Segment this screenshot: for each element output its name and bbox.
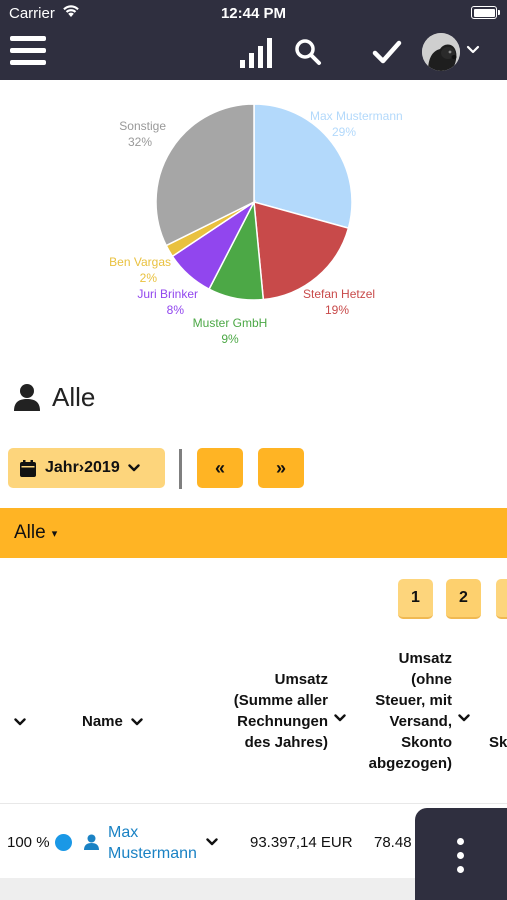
page-button-3[interactable] — [496, 579, 507, 619]
pie-chart: Max Mustermann 29% Stefan Hetzel 19% Muster … — [0, 80, 507, 360]
name-column-header[interactable]: Name — [82, 711, 143, 732]
chevron-down-icon[interactable] — [334, 713, 346, 723]
umsatz-total-column-header[interactable]: Umsatz (Summe aller Rechnungen des Jahre… — [233, 671, 328, 751]
caret-down-icon: ▾ — [51, 527, 58, 540]
wifi-icon — [63, 5, 79, 17]
chevron-down-icon — [131, 717, 143, 725]
pie-slice[interactable] — [253, 103, 353, 230]
pie-slice-label: Muster GmbH — [193, 316, 268, 330]
pie-slice-percent: 29% — [332, 125, 356, 139]
chevron-down-icon — [128, 464, 140, 472]
next-year-button[interactable]: » — [258, 448, 304, 488]
customer-name-link[interactable]: Max Mustermann — [108, 822, 197, 864]
group-filter-dropdown[interactable]: Alle ▾ — [0, 508, 507, 558]
page-number: 2 — [459, 589, 468, 606]
avatar[interactable] — [422, 33, 460, 71]
more-options-button[interactable] — [415, 808, 507, 900]
pie-slice-percent: 8% — [167, 303, 185, 317]
checkmark-icon[interactable] — [372, 38, 402, 66]
pie-slice-percent: 32% — [128, 135, 152, 149]
pie-slice-label: Sonstige — [119, 119, 166, 133]
pie-slice-label: Ben Vargas — [109, 255, 171, 269]
search-icon[interactable] — [294, 38, 322, 66]
clock: 12:44 PM — [220, 5, 287, 22]
page-button-1[interactable]: 1 — [398, 579, 433, 619]
calendar-icon — [20, 459, 36, 477]
more-vertical-icon — [457, 838, 464, 845]
share-percent: 100 % — [7, 834, 50, 851]
umsatz-total-value: 93.397,14 EUR — [250, 834, 353, 851]
umsatz-net-column-header[interactable]: Umsatz (ohne Steuer, mit Versand, Skonto… — [368, 650, 452, 772]
user-icon — [84, 834, 99, 850]
table-row[interactable]: 100 % Max Mustermann 93.397,14 EUR 78.48 — [0, 804, 507, 878]
pie-slice-label: Juri Brinker — [137, 287, 198, 301]
umsatz-net-value: 78.48 — [374, 834, 412, 851]
status-bar: Carrier 12:44 PM — [0, 0, 507, 28]
year-label: Jahr›2019 — [45, 459, 120, 476]
menu-icon[interactable] — [10, 36, 46, 68]
customer-name: Max Mustermann — [108, 824, 197, 862]
carrier-label: Carrier — [9, 5, 55, 22]
previous-year-button[interactable]: « — [197, 448, 243, 488]
battery-icon — [471, 6, 500, 19]
pie-slice-label: Stefan Hetzel — [303, 287, 375, 301]
user-icon — [14, 384, 40, 411]
page-button-2[interactable]: 2 — [446, 579, 481, 619]
chevron-down-icon[interactable] — [206, 837, 218, 847]
pie-chart-svg: Max Mustermann 29% Stefan Hetzel 19% Muster … — [109, 103, 403, 346]
top-bar: Carrier 12:44 PM — [0, 0, 507, 80]
year-select-button[interactable]: Jahr›2019 — [8, 448, 165, 488]
status-indicator — [55, 834, 72, 851]
select-column-header[interactable] — [14, 712, 26, 733]
previous-label: « — [214, 457, 225, 478]
bar-chart-icon[interactable] — [240, 38, 272, 68]
pie-slice[interactable] — [253, 200, 350, 301]
chevron-down-icon[interactable] — [458, 713, 470, 723]
group-filter-label: Alle — [14, 522, 46, 543]
skonto-column-header[interactable]: Sk — [489, 734, 507, 751]
chevron-down-icon[interactable] — [466, 44, 480, 56]
page-title: Alle — [52, 381, 96, 412]
chevron-down-icon — [14, 718, 26, 726]
pie-slice[interactable] — [155, 103, 255, 247]
next-label: » — [275, 457, 286, 478]
pie-slice-label: Max Mustermann — [310, 109, 403, 123]
scroll-area-bottom — [0, 878, 507, 900]
dog-avatar-icon — [422, 33, 460, 71]
header-divider — [0, 803, 507, 804]
pie-slice-percent: 19% — [325, 303, 349, 317]
page-number: 1 — [411, 589, 420, 606]
name-header-label: Name — [82, 713, 123, 730]
page-heading: Alle — [14, 380, 95, 414]
toolbar-divider — [179, 449, 182, 489]
pie-slice-percent: 9% — [221, 332, 239, 346]
pie-slice-percent: 2% — [140, 271, 158, 285]
